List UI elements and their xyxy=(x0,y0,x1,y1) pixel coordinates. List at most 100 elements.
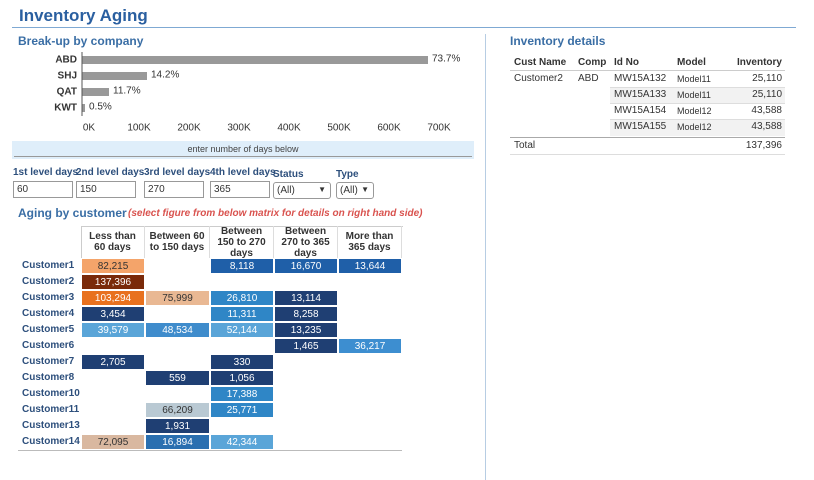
details-cell: 43,588 xyxy=(751,105,782,116)
matrix-cell[interactable]: 13,644 xyxy=(338,258,402,274)
matrix-cell[interactable]: 8,258 xyxy=(274,306,338,322)
day-input[interactable]: 150 xyxy=(76,181,136,198)
matrix-cell[interactable]: 16,670 xyxy=(274,258,338,274)
details-header: Inventory xyxy=(736,57,782,68)
matrix-cell[interactable]: 137,396 xyxy=(81,274,145,290)
matrix-cell[interactable]: 13,235 xyxy=(274,322,338,338)
divider xyxy=(485,34,486,480)
row-name: Customer6 xyxy=(22,340,75,351)
row-name: Customer13 xyxy=(22,420,80,431)
matrix-cell[interactable]: 16,894 xyxy=(145,434,210,450)
day-input[interactable]: 365 xyxy=(210,181,270,198)
filter-select[interactable]: (All) ▼ xyxy=(273,182,331,199)
x-tick-label: 600K xyxy=(377,123,401,134)
column-header: Less than 60 days xyxy=(81,226,145,258)
x-tick-label: 200K xyxy=(177,123,201,134)
field-label: 3rd level days xyxy=(144,167,211,178)
matrix-cell[interactable]: 48,534 xyxy=(145,322,210,338)
filter-label: Status xyxy=(273,169,304,180)
x-tick-label: 500K xyxy=(327,123,351,134)
bar xyxy=(82,104,85,112)
matrix-cell[interactable]: 103,294 xyxy=(81,290,145,306)
matrix-cell[interactable]: 2,705 xyxy=(81,354,145,370)
details-cell: MW15A154 xyxy=(614,105,667,116)
title-rule xyxy=(12,27,796,28)
total-value: 137,396 xyxy=(745,140,782,151)
column-header: More than 365 days xyxy=(338,226,402,258)
matrix-cell[interactable]: 82,215 xyxy=(81,258,145,274)
total-label: Total xyxy=(514,140,536,151)
matrix-cell[interactable]: 1,931 xyxy=(145,418,210,434)
row-name: Customer5 xyxy=(22,324,75,335)
x-tick-label: 0K xyxy=(83,123,96,134)
chart-title: Break-up by company xyxy=(18,34,144,48)
details-title: Inventory details xyxy=(510,34,606,48)
matrix-cell[interactable]: 25,771 xyxy=(210,402,274,418)
column-header: Between 60 to 150 days xyxy=(145,226,210,258)
category-label: SHJ xyxy=(58,71,77,82)
share-label: 0.5% xyxy=(89,102,112,113)
dropdown-arrow: ▼ xyxy=(318,185,326,194)
matrix-cell[interactable]: 42,344 xyxy=(210,434,274,450)
row-name: Customer3 xyxy=(22,292,75,303)
matrix-cell[interactable]: 72,095 xyxy=(81,434,145,450)
matrix-cell[interactable]: 1,465 xyxy=(274,338,338,354)
row-name: Customer14 xyxy=(22,436,80,447)
matrix-cell[interactable]: 39,579 xyxy=(81,322,145,338)
details-header: Cust Name xyxy=(514,57,567,68)
details-cell: MW15A133 xyxy=(614,89,667,100)
filter-label: Type xyxy=(336,169,359,180)
matrix-cell[interactable]: 3,454 xyxy=(81,306,145,322)
details-header-rule xyxy=(510,70,785,71)
row-name: Customer1 xyxy=(22,260,75,271)
matrix-cell[interactable]: 17,388 xyxy=(210,386,274,402)
matrix-cell[interactable]: 1,056 xyxy=(210,370,274,386)
column-header: Between 270 to 365 days xyxy=(274,226,338,259)
day-input[interactable]: 270 xyxy=(144,181,204,198)
details-cell: Customer2 xyxy=(514,73,563,84)
matrix-cell[interactable]: 26,810 xyxy=(210,290,274,306)
details-header: Model xyxy=(677,57,706,68)
total-rule xyxy=(510,137,785,138)
details-cell: 43,588 xyxy=(751,121,782,132)
matrix-cell[interactable]: 559 xyxy=(145,370,210,386)
filter-select[interactable]: (All) ▼ xyxy=(336,182,374,199)
matrix-cell[interactable]: 11,311 xyxy=(210,306,274,322)
x-tick-label: 400K xyxy=(277,123,301,134)
matrix-cell[interactable]: 52,144 xyxy=(210,322,274,338)
matrix-cell[interactable]: 8,118 xyxy=(210,258,274,274)
row-name: Customer10 xyxy=(22,388,80,399)
field-label: 4th level days xyxy=(210,167,276,178)
bar xyxy=(82,88,109,96)
details-header: Id No xyxy=(614,57,639,68)
row-name: Customer2 xyxy=(22,276,75,287)
row-band xyxy=(610,103,785,120)
row-name: Customer4 xyxy=(22,308,75,319)
row-name: Customer11 xyxy=(22,404,80,415)
details-cell: MW15A132 xyxy=(614,73,667,84)
x-tick-label: 100K xyxy=(127,123,151,134)
matrix-cell[interactable]: 13,114 xyxy=(274,290,338,306)
x-tick-label: 700K xyxy=(427,123,451,134)
share-label: 11.7% xyxy=(113,86,141,97)
bar xyxy=(82,56,428,64)
day-input[interactable]: 60 xyxy=(13,181,73,198)
banner xyxy=(12,141,474,159)
total-bottom-rule xyxy=(510,154,785,155)
field-label: 1st level days xyxy=(13,167,79,178)
matrix-cell[interactable]: 66,209 xyxy=(145,402,210,418)
details-cell: Model12 xyxy=(677,106,712,116)
details-cell: 25,110 xyxy=(752,89,782,100)
matrix-cell[interactable]: 36,217 xyxy=(338,338,402,354)
matrix-cell[interactable]: 75,999 xyxy=(145,290,210,306)
details-cell: ABD xyxy=(578,73,599,84)
details-cell: MW15A155 xyxy=(614,121,667,132)
matrix-header-bg xyxy=(81,226,403,259)
details-cell: Model11 xyxy=(677,74,711,84)
banner-rule xyxy=(14,156,472,157)
row-name: Customer8 xyxy=(22,372,75,383)
matrix-cell[interactable]: 330 xyxy=(210,354,274,370)
bar-chart: ABD 73.7% SHJ 14.2% QAT 11.7% KWT 0.5% 0K 100K 200… xyxy=(54,52,460,134)
matrix-bottom-rule xyxy=(18,450,402,451)
